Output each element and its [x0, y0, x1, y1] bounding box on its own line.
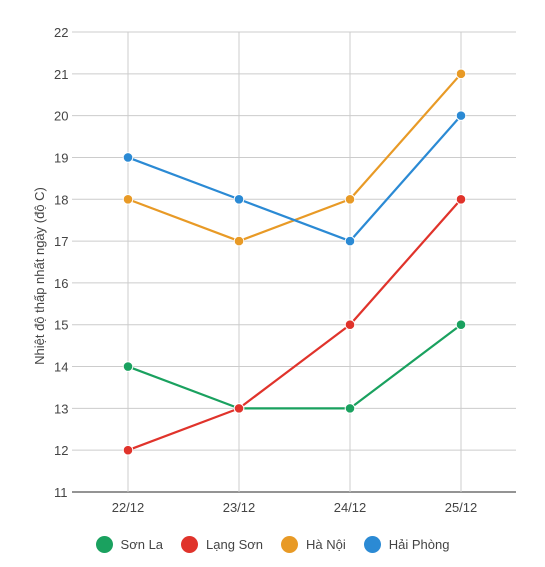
data-point: [455, 319, 467, 331]
x-tick-label: 22/12: [112, 500, 145, 515]
x-tick-label: 25/12: [445, 500, 478, 515]
series-line: [127, 198, 462, 452]
y-tick-label: 14: [54, 360, 68, 375]
legend-item: Hà Nội: [281, 536, 346, 553]
legend-item: Sơn La: [95, 536, 164, 553]
legend-label: Hải Phòng: [388, 537, 450, 552]
y-tick-label: 20: [54, 109, 68, 124]
y-tick-label: 13: [54, 401, 68, 416]
data-point: [344, 403, 356, 414]
legend-label: Lạng Sơn: [206, 537, 263, 552]
grid: [72, 31, 516, 493]
data-point: [233, 235, 245, 247]
data-point: [455, 110, 467, 121]
data-point: [455, 193, 467, 205]
x-axis-ticks: 22/12 23/12 24/12 25/12: [112, 500, 478, 515]
y-tick-label: 17: [54, 234, 68, 249]
y-tick-label: 18: [54, 192, 68, 207]
y-tick-label: 16: [54, 276, 68, 291]
data-point: [122, 361, 134, 372]
x-tick-label: 23/12: [223, 500, 256, 515]
legend: Sơn La Lạng Sơn Hà Nội Hải Phòng: [0, 536, 545, 553]
y-tick-label: 12: [54, 443, 68, 458]
legend-swatch: [281, 536, 298, 553]
legend-item: Hải Phòng: [363, 536, 450, 553]
series-line: [127, 114, 462, 243]
y-tick-label: 22: [54, 25, 68, 40]
data-point: [122, 444, 134, 456]
y-tick-label: 21: [54, 67, 68, 82]
legend-label: Hà Nội: [306, 537, 346, 552]
data-point: [233, 403, 245, 414]
y-tick-label: 11: [54, 485, 68, 500]
y-tick-label: 19: [54, 150, 68, 165]
data-point: [455, 68, 467, 80]
y-axis-label: Nhiệt độ thấp nhất ngày (độ C): [32, 187, 47, 365]
legend-swatch: [363, 536, 381, 553]
data-point: [122, 193, 134, 205]
series-line: [127, 323, 462, 410]
data-point: [344, 235, 356, 247]
y-axis-ticks: 11 12 13 14 15 16 17 18 19 20 21 22: [54, 25, 68, 500]
line-chart: 11 12 13 14 15 16 17 18 19 20 21 22 22/12 23/12 24/12…: [32, 25, 516, 515]
data-point: [233, 193, 245, 205]
legend-swatch: [95, 536, 113, 553]
legend-swatch: [181, 536, 199, 553]
series-layer: [122, 68, 467, 456]
x-tick-label: 24/12: [334, 500, 367, 515]
data-point: [344, 319, 356, 331]
legend-item: Lạng Sơn: [181, 536, 263, 553]
data-point: [344, 193, 356, 205]
series-3: [122, 110, 467, 247]
legend-label: Sơn La: [120, 537, 164, 552]
y-tick-label: 15: [54, 318, 68, 333]
series-1: [122, 193, 467, 456]
data-point: [122, 152, 134, 163]
